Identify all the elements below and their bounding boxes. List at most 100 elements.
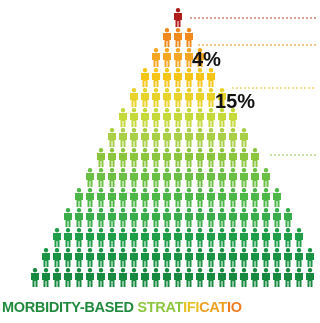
person-icon <box>152 68 160 87</box>
person-icon <box>229 228 237 247</box>
person-icon <box>141 148 149 167</box>
person-icon <box>130 188 138 207</box>
person-icon <box>174 88 182 107</box>
person-icon <box>130 228 138 247</box>
person-icon <box>295 268 303 287</box>
person-icon <box>185 88 193 107</box>
person-icon <box>152 148 160 167</box>
person-icon <box>119 148 127 167</box>
person-icon <box>108 188 116 207</box>
percent-label: 15% <box>215 91 255 113</box>
person-icon <box>119 228 127 247</box>
person-icon <box>240 188 248 207</box>
person-icon <box>119 128 127 147</box>
person-icon <box>163 128 171 147</box>
person-icon <box>163 148 171 167</box>
person-icon <box>240 228 248 247</box>
person-icon <box>196 208 204 227</box>
person-icon <box>119 108 127 127</box>
person-icon <box>42 268 50 287</box>
person-icon <box>185 128 193 147</box>
person-icon <box>130 168 138 187</box>
person-icon <box>185 268 193 287</box>
person-icon <box>240 208 248 227</box>
person-icon <box>273 208 281 227</box>
person-icon <box>108 268 116 287</box>
person-icon <box>75 228 83 247</box>
person-icon <box>163 168 171 187</box>
person-icon <box>207 188 215 207</box>
person-icon <box>152 168 160 187</box>
person-icon <box>218 188 226 207</box>
person-icon <box>251 168 259 187</box>
person-icon <box>207 128 215 147</box>
person-icon <box>174 128 182 147</box>
person-icon <box>163 268 171 287</box>
person-icon <box>163 48 171 67</box>
person-icon <box>218 268 226 287</box>
person-icon <box>174 268 182 287</box>
person-icon <box>240 128 248 147</box>
person-icon <box>152 108 160 127</box>
person-icon <box>119 168 127 187</box>
infographic: 4% 15% MORBIDITY-BASED STRATIFICATIO <box>0 0 316 323</box>
person-icon <box>174 108 182 127</box>
person-icon <box>141 268 149 287</box>
person-icon <box>229 128 237 147</box>
person-icon <box>229 148 237 167</box>
person-icon <box>218 168 226 187</box>
person-icon <box>174 148 182 167</box>
person-icon <box>64 248 72 267</box>
person-icon <box>64 208 72 227</box>
person-icon <box>218 248 226 267</box>
person-icon <box>163 28 171 47</box>
person-icon <box>97 188 105 207</box>
person-icon <box>174 28 182 47</box>
person-icon <box>284 208 292 227</box>
person-icon <box>306 248 314 267</box>
person-icon <box>207 88 215 107</box>
person-icon <box>284 268 292 287</box>
person-icon <box>86 188 94 207</box>
person-icon <box>97 248 105 267</box>
person-icon <box>273 188 281 207</box>
person-icon <box>196 268 204 287</box>
person-icon <box>53 248 61 267</box>
person-icon <box>251 228 259 247</box>
person-icon <box>64 228 72 247</box>
person-icon <box>196 108 204 127</box>
person-icon <box>152 228 160 247</box>
person-icon <box>174 208 182 227</box>
person-icon <box>86 208 94 227</box>
person-icon <box>97 148 105 167</box>
person-icon <box>75 268 83 287</box>
person-icon <box>185 148 193 167</box>
person-icon <box>130 268 138 287</box>
person-icon <box>119 188 127 207</box>
person-icon <box>152 248 160 267</box>
person-icon <box>108 128 116 147</box>
person-icon <box>218 148 226 167</box>
person-icon <box>174 248 182 267</box>
person-icon <box>174 188 182 207</box>
person-icon <box>141 228 149 247</box>
person-icon <box>86 228 94 247</box>
footer-title: MORBIDITY-BASED STRATIFICATIO <box>2 300 316 316</box>
person-icon <box>97 228 105 247</box>
person-icon <box>152 188 160 207</box>
person-icon <box>207 248 215 267</box>
person-icon <box>196 88 204 107</box>
person-icon <box>229 208 237 227</box>
person-icon <box>75 188 83 207</box>
person-icon <box>75 248 83 267</box>
person-icon <box>240 168 248 187</box>
person-icon <box>207 228 215 247</box>
person-icon <box>42 248 50 267</box>
person-icon <box>218 228 226 247</box>
person-icon <box>152 48 160 67</box>
person-icon <box>196 128 204 147</box>
person-icon <box>141 68 149 87</box>
person-icon <box>185 188 193 207</box>
person-icon <box>218 128 226 147</box>
person-icon <box>196 228 204 247</box>
